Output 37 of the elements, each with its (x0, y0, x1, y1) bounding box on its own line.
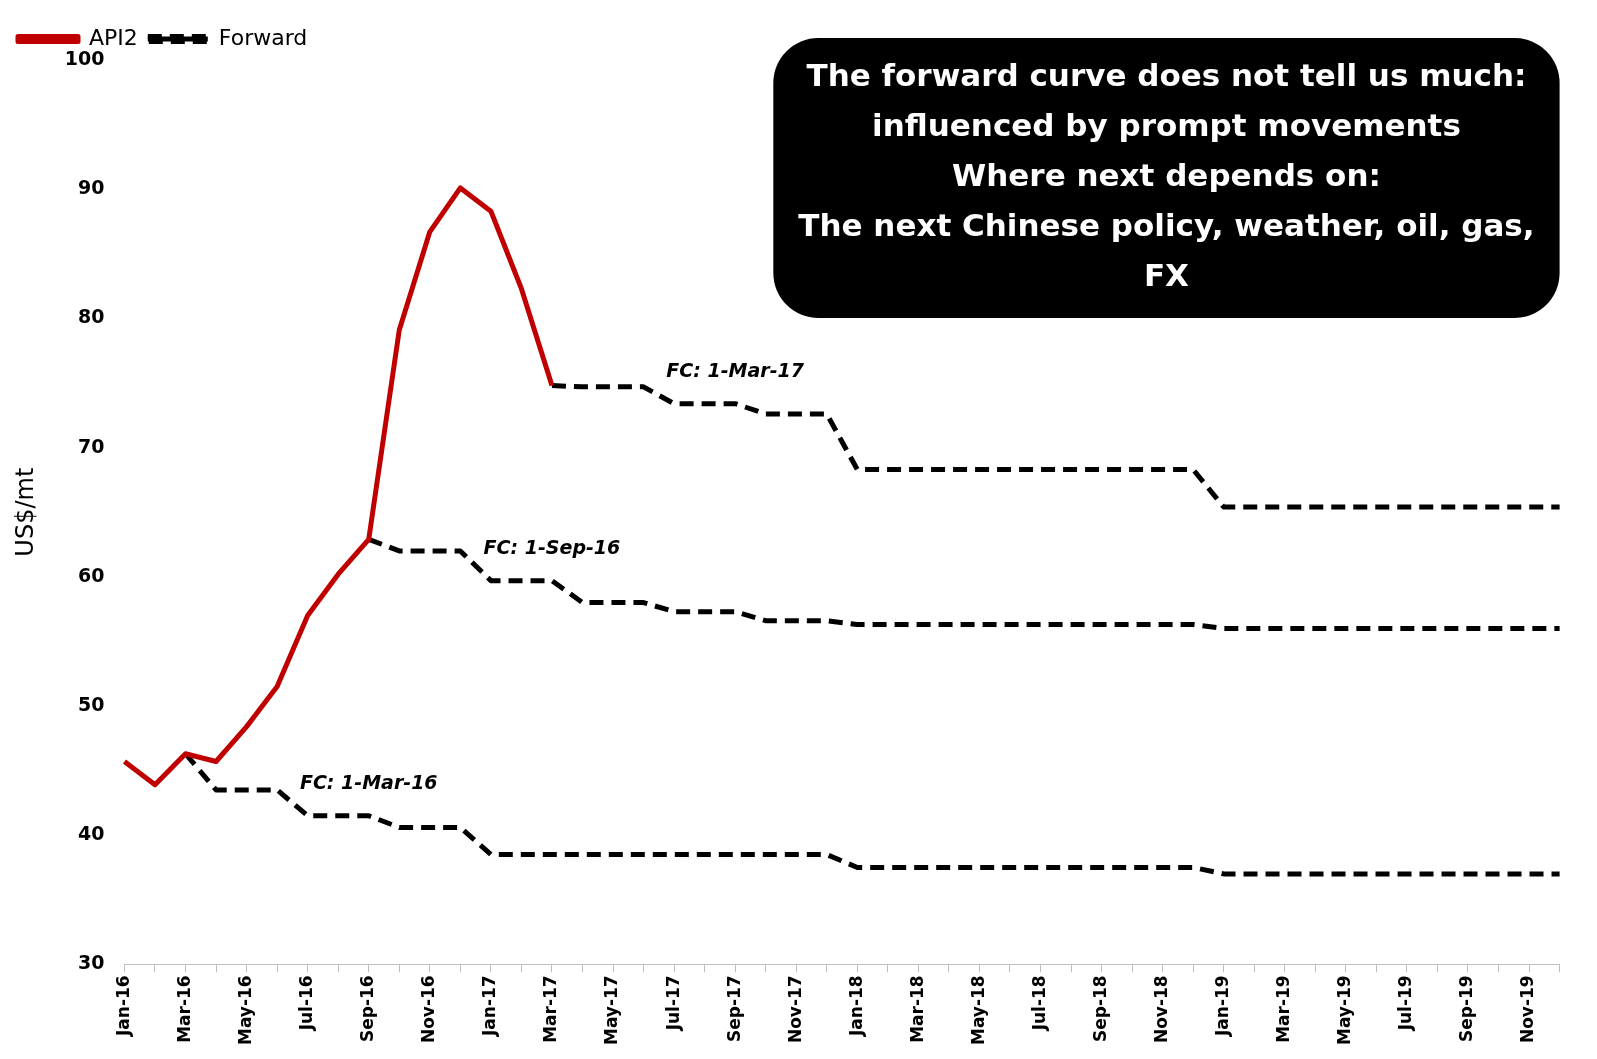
y-tick-label: 50 (78, 692, 105, 715)
x-tick-label: Jan-19 (1212, 975, 1233, 1037)
y-tick-label: 70 (78, 434, 105, 457)
x-tick-label: Jan-17 (479, 975, 500, 1037)
y-tick-label: 80 (78, 305, 105, 328)
annotation: FC: 1-Mar-16 (299, 770, 438, 793)
x-tick-label: Mar-16 (173, 975, 194, 1043)
x-tick-label: Sep-17 (723, 975, 744, 1042)
x-tick-label: Jul-16 (296, 975, 317, 1032)
x-tick-label: Jan-16 (112, 975, 133, 1037)
legend-label: Forward (218, 24, 308, 50)
x-tick-label: Jul-18 (1028, 975, 1049, 1032)
x-tick-label: Nov-16 (418, 975, 439, 1044)
x-tick-label: Sep-18 (1090, 975, 1110, 1042)
y-tick-label: 60 (78, 563, 105, 586)
annotation: The forward curve does not tell us much: influenced by prompt movements Where next depends on: The next Chinese policy, weather, oil, gas, FX (798, 57, 1535, 294)
annotation: FC: 1-Mar-17 (666, 358, 805, 381)
x-tick-label: May-19 (1334, 975, 1355, 1046)
annotation: FC: 1-Sep-16 (483, 535, 621, 558)
x-tick-label: Mar-18 (906, 975, 927, 1043)
y-tick-label: 30 (78, 951, 105, 974)
x-tick-label: Jul-19 (1395, 975, 1416, 1032)
y-tick-label: 90 (78, 176, 105, 199)
x-tick-label: Jan-18 (845, 975, 866, 1037)
x-tick-label: Sep-16 (357, 975, 378, 1042)
x-tick-label: Nov-17 (784, 975, 805, 1044)
x-tick-label: Nov-18 (1151, 975, 1172, 1044)
x-tick-label: Mar-17 (540, 975, 561, 1043)
x-tick-label: Nov-19 (1517, 975, 1538, 1044)
y-axis-title: US$/mt (10, 467, 39, 557)
x-tick-label: Sep-19 (1456, 975, 1477, 1042)
x-tick-label: May-18 (967, 975, 988, 1046)
y-tick-label: 40 (78, 822, 105, 845)
x-tick-label: May-16 (235, 975, 256, 1046)
x-tick-label: Mar-19 (1273, 975, 1294, 1043)
x-tick-label: Jul-17 (662, 975, 683, 1032)
x-tick-label: May-17 (601, 975, 622, 1046)
